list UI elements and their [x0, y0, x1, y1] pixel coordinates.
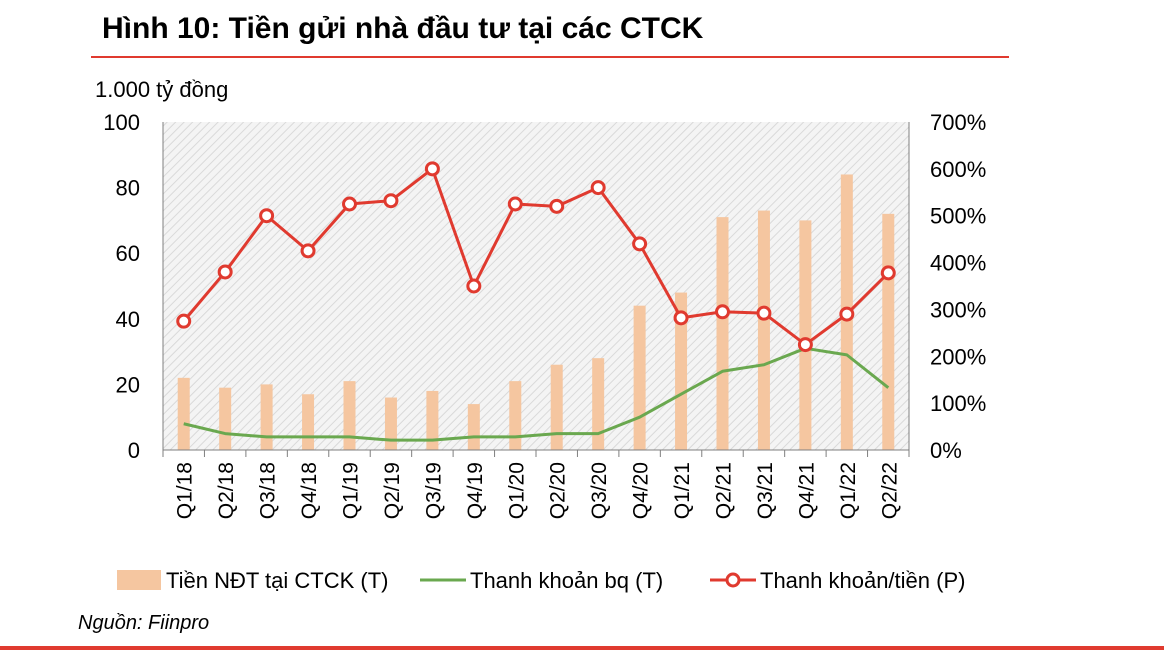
ratio-point [259, 208, 275, 224]
x-axis-ticks: Q1/18 Q2/18 Q3/18 Q4/18 Q1/19 Q2/19 Q3/19 Q4/19… [174, 462, 902, 519]
bar [260, 384, 273, 450]
legend-bar-swatch [117, 570, 161, 590]
right-tick-label: 600% [930, 157, 986, 182]
x-tick-label: Q2/22 [878, 462, 901, 519]
left-axis-ticks: 0 20 40 60 80 100 [103, 110, 140, 463]
x-tick-label: Q4/18 [298, 462, 321, 519]
bar [343, 381, 356, 450]
ratio-point [342, 196, 357, 212]
bar [467, 404, 480, 450]
bar [219, 387, 232, 450]
ratio-point [839, 306, 855, 322]
ratio-point [756, 305, 772, 321]
right-tick-label: 0% [930, 438, 962, 463]
left-tick-label: 0 [128, 438, 140, 463]
ratio-point [632, 236, 648, 252]
left-tick-label: 80 [116, 176, 140, 201]
x-tick-label: Q2/21 [713, 462, 736, 519]
legend: Tiền NĐT tại CTCK (T) Thanh khoản bq (T) T… [117, 568, 965, 593]
ratio-point [715, 304, 730, 320]
bar [550, 364, 563, 450]
x-tick-label: Q3/19 [422, 462, 445, 519]
liquidity-line [183, 346, 890, 442]
bar [716, 217, 729, 450]
legend-label-ratio: Thanh khoản/tiền (P) [760, 568, 965, 593]
right-tick-label: 500% [930, 204, 986, 229]
right-tick-label: 100% [930, 391, 986, 416]
axes [162, 122, 910, 457]
x-tick-label: Q2/20 [547, 462, 570, 519]
x-tick-label: Q1/20 [505, 462, 528, 519]
bar [882, 213, 895, 450]
bar [757, 210, 770, 450]
bar [177, 377, 190, 450]
left-tick-label: 100 [103, 110, 140, 135]
x-tick-label: Q1/18 [174, 462, 197, 519]
left-tick-label: 60 [116, 241, 140, 266]
bottom-divider [0, 646, 1164, 650]
x-tick-label: Q1/22 [837, 462, 860, 519]
ratio-point [300, 243, 316, 259]
x-tick-label: Q1/19 [340, 462, 363, 519]
legend-label-deposits: Tiền NĐT tại CTCK (T) [166, 568, 388, 593]
ratio-point [217, 264, 233, 280]
legend-ratio-marker [725, 572, 741, 588]
x-tick-label: Q2/19 [381, 462, 404, 519]
ratio-point [673, 310, 689, 326]
x-tick-label: Q3/21 [754, 462, 777, 519]
ratio-line [182, 167, 890, 347]
left-tick-label: 20 [116, 372, 140, 397]
right-tick-label: 400% [930, 251, 986, 276]
x-tick-label: Q3/20 [588, 462, 611, 519]
x-tick-label: Q2/18 [215, 462, 238, 519]
left-axis-label: 1.000 tỷ đồng [95, 77, 228, 102]
x-tick-label: Q1/21 [671, 462, 694, 519]
bar [302, 394, 315, 450]
bar [384, 397, 397, 450]
title-divider [91, 56, 1009, 58]
right-tick-label: 700% [930, 110, 986, 135]
right-tick-label: 200% [930, 344, 986, 369]
ratio-point [424, 161, 440, 177]
ratio-point [383, 193, 399, 209]
bar [509, 381, 522, 450]
ratio-point [176, 313, 192, 329]
ratio-point [590, 180, 606, 196]
ratio-point [880, 265, 896, 281]
x-tick-label: Q3/18 [257, 462, 280, 519]
right-axis-ticks: 0% 100% 200% 300% 400% 500% 600% 700% [930, 110, 986, 463]
x-tick-label: Q4/19 [464, 462, 487, 519]
plot-area-background [163, 122, 909, 450]
liquidity-series [183, 346, 890, 442]
source-note: Nguồn: Fiinpro [78, 612, 210, 634]
x-tick-label: Q4/21 [795, 462, 818, 519]
left-tick-label: 40 [116, 307, 140, 332]
ratio-point [466, 278, 482, 294]
chart-title: Hình 10: Tiền gửi nhà đầu tư tại các CTC… [102, 12, 704, 45]
ratio-point [507, 196, 523, 212]
x-tick-label: Q4/20 [630, 462, 653, 519]
ratio-point [797, 337, 813, 353]
legend-label-liquidity: Thanh khoản bq (T) [470, 568, 663, 593]
right-tick-label: 300% [930, 297, 986, 322]
bar [675, 292, 688, 450]
bar [799, 220, 812, 450]
ratio-series [176, 161, 896, 353]
bar [592, 358, 605, 450]
bar [426, 390, 439, 450]
bar [633, 305, 646, 450]
ratio-point [549, 198, 565, 214]
